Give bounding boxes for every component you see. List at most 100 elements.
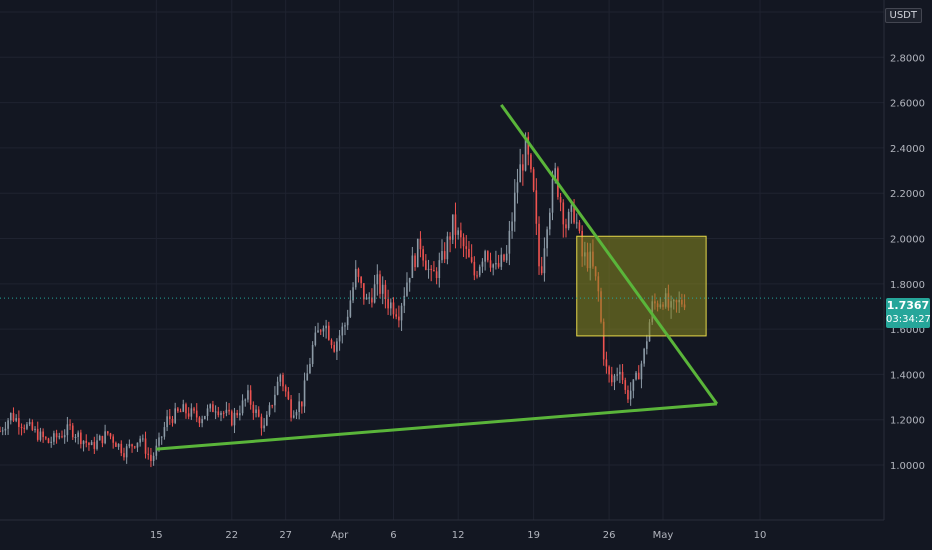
candle-body: [613, 375, 616, 383]
resistance-trendline[interactable]: [500, 103, 719, 405]
candle-body: [387, 299, 389, 309]
price-tick-label: 2.6000: [890, 99, 925, 110]
candle-body: [551, 179, 554, 213]
candle-body: [519, 164, 521, 183]
candle-body: [433, 270, 435, 272]
candle-body: [292, 415, 295, 418]
price-tick-label: 1.8000: [890, 280, 925, 291]
candle-body: [15, 418, 17, 421]
candle-body: [136, 442, 139, 448]
candle-body: [58, 436, 61, 438]
candle-body: [85, 440, 88, 443]
candle-body: [36, 428, 39, 440]
candle-body: [53, 433, 55, 442]
candle-body: [621, 371, 624, 381]
candle-body: [643, 348, 645, 364]
candle-body: [314, 332, 317, 345]
candle-body: [252, 404, 255, 413]
candle-body: [228, 409, 230, 412]
candle-body: [233, 412, 236, 426]
candle-body: [527, 136, 530, 155]
candle-body: [368, 297, 371, 299]
candle-body: [182, 404, 185, 412]
candle-body: [384, 284, 387, 300]
candle-body: [392, 302, 395, 315]
candle-body: [142, 438, 144, 440]
candle-body: [465, 246, 468, 249]
candle-body: [635, 372, 637, 380]
candle-body: [255, 409, 257, 413]
price-tick-label: 1.2000: [890, 416, 925, 427]
candle-body: [535, 190, 538, 224]
candle-body: [530, 154, 532, 170]
candle-body: [570, 205, 573, 212]
candle-body: [193, 408, 195, 411]
candle-body: [155, 445, 158, 456]
candle-body: [271, 405, 274, 407]
last-price-badge: 1.7367 03:34:27: [886, 298, 931, 328]
candle-body: [101, 435, 104, 444]
candle-body: [637, 372, 640, 380]
candle-body: [540, 266, 543, 274]
candle-body: [206, 408, 209, 417]
time-tick-label: 19: [527, 530, 540, 541]
candle-body: [360, 276, 362, 284]
candle-body: [198, 417, 201, 424]
candle-body: [77, 432, 79, 437]
candle-body: [214, 411, 217, 413]
candle-body: [20, 426, 23, 428]
candle-body: [346, 316, 349, 326]
candle-body: [616, 374, 618, 376]
candle-body: [624, 380, 627, 390]
candle-body: [327, 325, 330, 340]
range-rectangle[interactable]: [576, 235, 707, 337]
candle-body: [441, 251, 443, 261]
candle-body: [500, 254, 503, 267]
candle-body: [128, 444, 131, 447]
candle-body: [82, 440, 85, 445]
candle-body: [422, 249, 424, 261]
candle-body: [247, 390, 249, 400]
candle-body: [319, 330, 322, 332]
drawing-annotations[interactable]: [156, 103, 719, 451]
candle-body: [462, 237, 465, 247]
candle-body: [403, 295, 406, 306]
candle-body: [290, 399, 292, 418]
candle-body: [373, 284, 376, 303]
candle-body: [45, 437, 47, 439]
candle-body: [163, 427, 166, 437]
candle-body: [212, 404, 214, 412]
candle-body: [171, 418, 174, 423]
candle-body: [93, 442, 96, 449]
candle-body: [257, 409, 260, 417]
currency-label[interactable]: USDT: [884, 8, 922, 23]
candle-body: [449, 236, 451, 240]
candle-body: [61, 436, 63, 438]
candle-body: [88, 442, 90, 446]
candle-body: [123, 453, 125, 458]
price-tick-label: 1.0000: [890, 461, 925, 472]
candle-body: [166, 416, 168, 428]
candle-body: [244, 399, 247, 401]
candle-body: [96, 440, 98, 449]
candle-body: [357, 268, 360, 277]
candle-body: [276, 381, 279, 395]
candle-body: [379, 274, 381, 294]
time-tick-label: May: [653, 530, 674, 541]
price-axis[interactable]: 32.80002.60002.40002.20002.00001.80001.6…: [890, 8, 925, 472]
price-tick-label: 2.8000: [890, 53, 925, 64]
candle-body: [28, 422, 31, 425]
candle-body: [575, 222, 578, 224]
support-trendline[interactable]: [156, 402, 718, 451]
candle-body: [489, 260, 492, 268]
candle-body: [470, 257, 473, 262]
price-tick-label: 2.2000: [890, 189, 925, 200]
candle-body: [55, 433, 58, 438]
time-tick-label: 15: [150, 530, 163, 541]
candle-body: [610, 374, 613, 383]
candle-body: [209, 404, 212, 409]
time-axis[interactable]: 15 22 27 Apr 6 12 19 26 May 10: [150, 530, 766, 541]
candle-body: [478, 266, 481, 276]
candle-body: [301, 401, 303, 407]
